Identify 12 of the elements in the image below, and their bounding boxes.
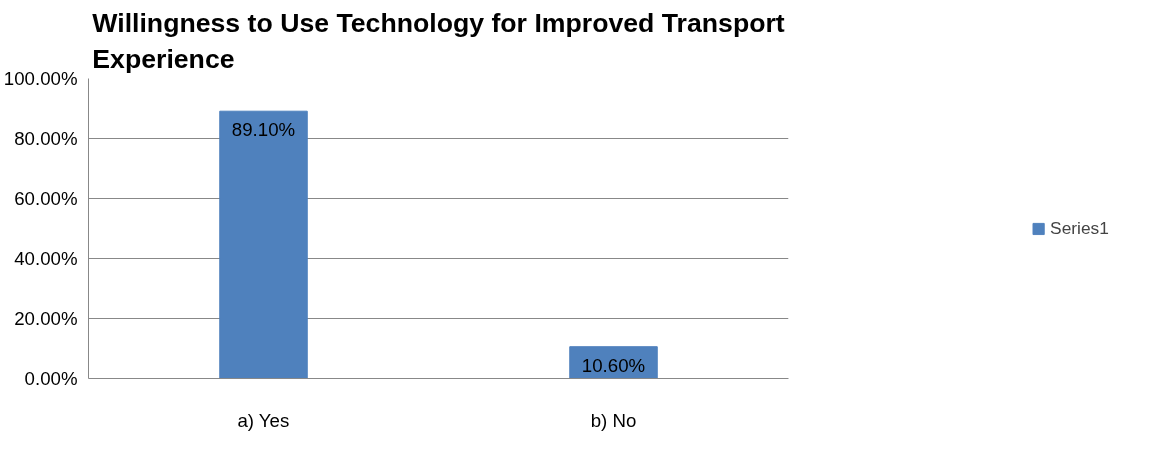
legend-label: Series1: [1050, 217, 1109, 239]
y-tick-label: 40.00%: [14, 248, 78, 269]
text: 10.60%: [581, 354, 646, 376]
x-tick-label: b) No: [590, 409, 637, 431]
y-tick-label: 60.00%: [14, 188, 78, 209]
y-tick-label: 20.00%: [14, 308, 78, 329]
chart-title: Willingness to Use Technology for Improved Transport Experience: [92, 7, 785, 74]
x-tick-label: a) Yes: [237, 409, 290, 431]
y-tick-label: 80.00%: [14, 128, 78, 149]
y-tick-label: 0.00%: [24, 368, 78, 389]
y-tick-label: 100.00%: [3, 68, 78, 89]
text: 89.10%: [231, 119, 296, 141]
